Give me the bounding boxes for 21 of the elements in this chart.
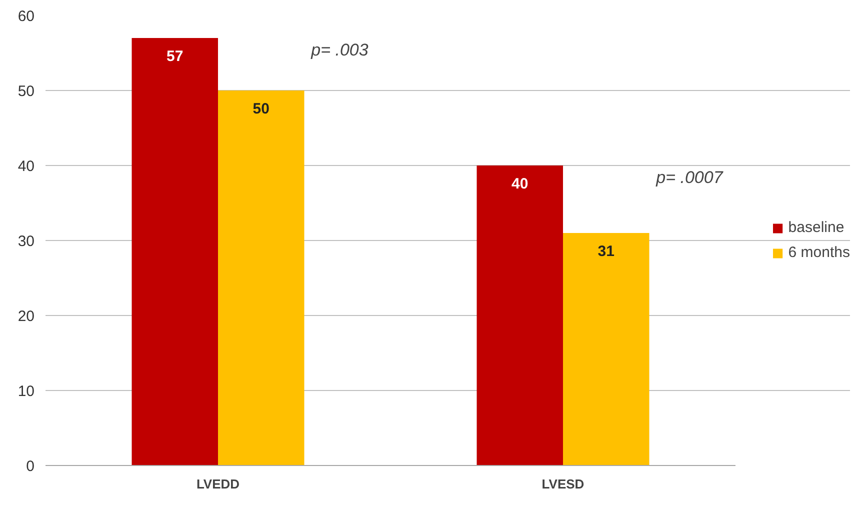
legend-label: 6 months [788,244,850,261]
data-label: 31 [598,243,614,260]
bar [132,38,218,466]
bar [218,90,304,466]
y-tick-label: 50 [18,83,35,100]
y-tick-label: 40 [18,158,35,175]
data-label: 57 [166,48,184,65]
x-tick-label: LVESD [542,476,584,492]
y-tick-label: 30 [18,233,35,250]
y-tick-label: 0 [26,458,34,475]
bar [476,166,563,466]
annotation: p= .003 [310,40,369,60]
bar [563,233,650,466]
y-tick-label: 10 [18,383,35,400]
y-tick-label: 20 [18,308,35,325]
y-tick-label: 60 [18,8,35,25]
legend-label: baseline [788,219,844,236]
data-label: 40 [512,176,528,192]
x-tick-label: LVEDD [196,476,240,492]
annotation: p= .0007 [655,168,724,187]
data-label: 50 [252,100,270,118]
